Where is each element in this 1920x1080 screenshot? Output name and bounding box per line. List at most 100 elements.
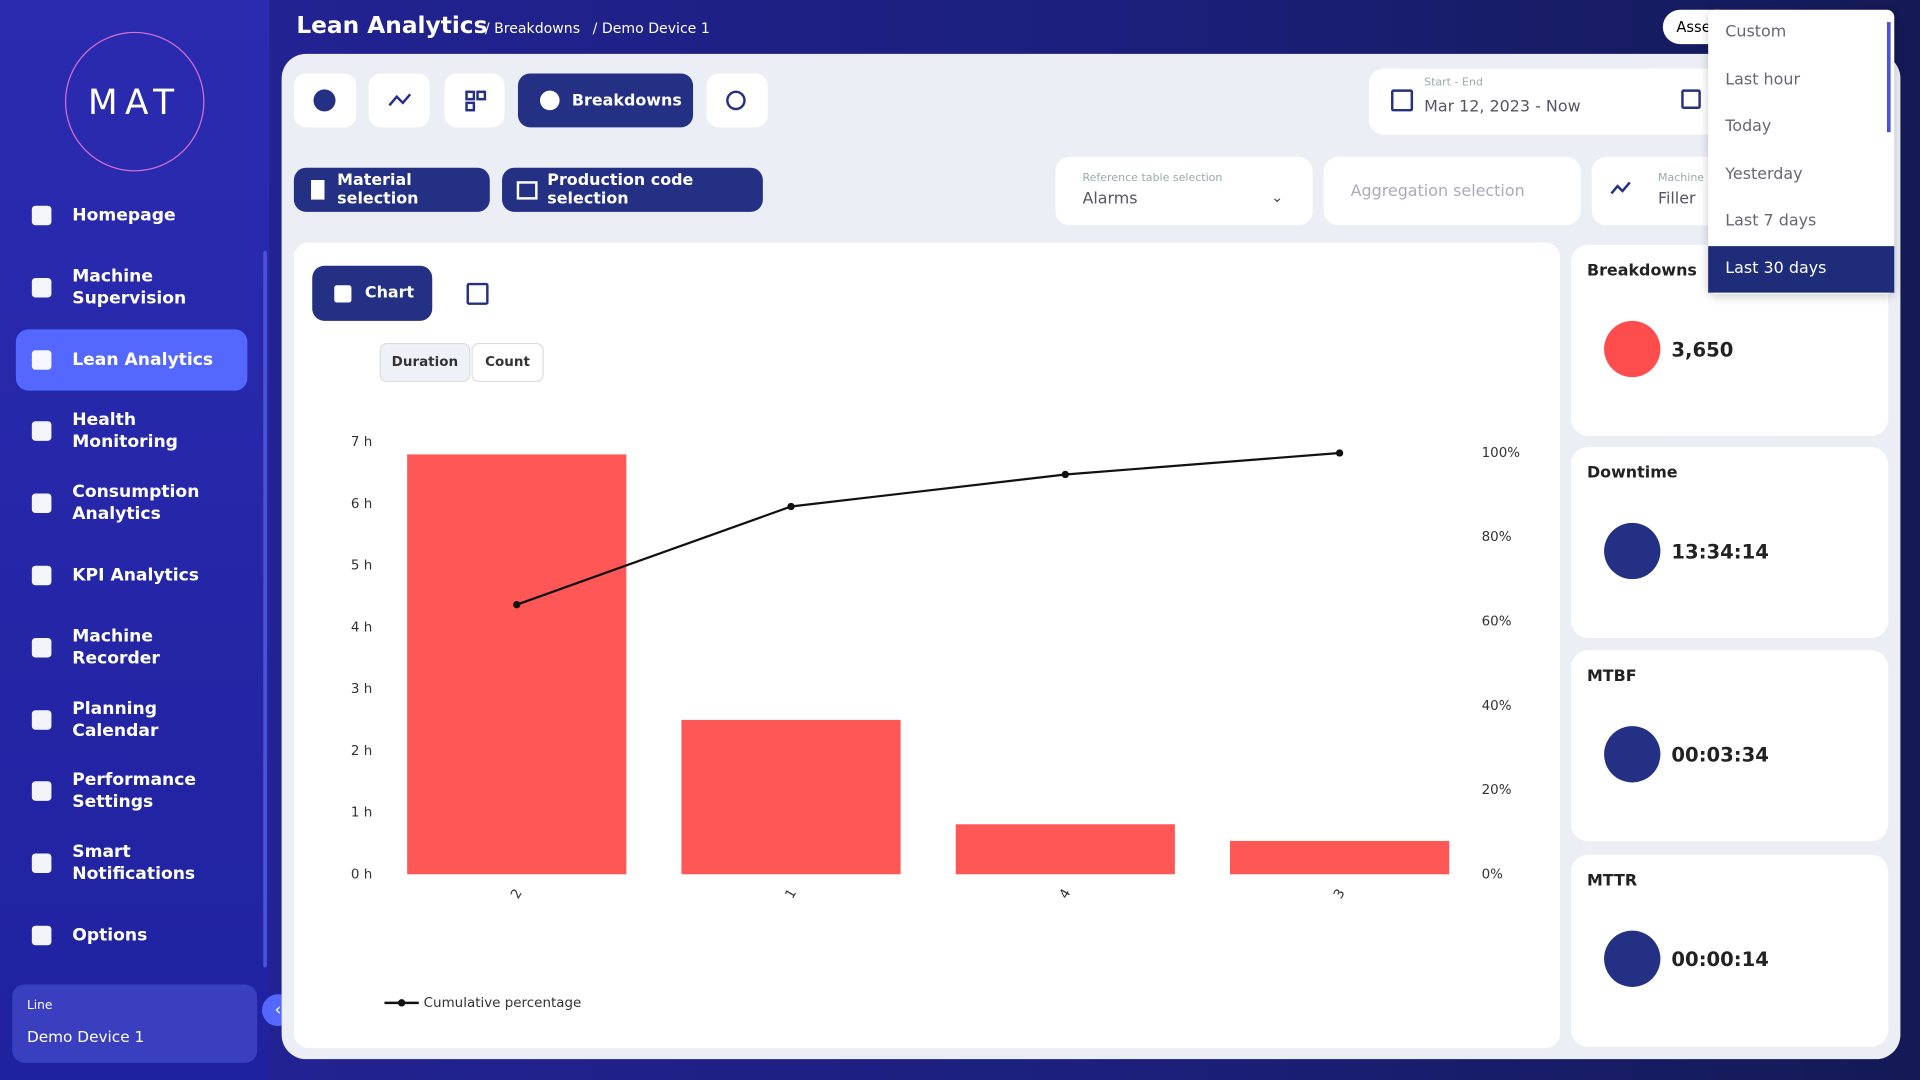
kpi-icon — [1604, 930, 1661, 987]
menu-item[interactable]: Health Monitoring — [16, 400, 247, 461]
icon — [1610, 181, 1631, 195]
date-range[interactable]: Start - End Mar 12, 2023 - Now — [1368, 68, 1725, 135]
bar — [681, 719, 901, 875]
chart: 0 h 1 h 2 h 3 h 4 h 5 h 6 h 7 h 0% 20% 40% 60% 80% 10… — [351, 435, 1520, 1011]
y-tick-label: 7 h — [351, 435, 372, 450]
y2-tick-label: 80% — [1482, 530, 1512, 545]
chart-card: Chart Duration Count 0 h 1 h 2 h 3 h 4 h 5 h 6… — [293, 242, 1560, 1049]
chart-tab[interactable]: Chart — [312, 265, 433, 321]
dropdown-option[interactable]: Last 7 days — [1725, 212, 1817, 231]
trend-tab[interactable] — [368, 73, 430, 128]
line-point — [513, 600, 521, 609]
toggle-duration[interactable]: Duration — [379, 342, 471, 383]
menu-label: KPI Analytics — [72, 565, 199, 586]
line-box[interactable]: Line Demo Device 1 — [12, 984, 258, 1063]
qr-tab[interactable] — [444, 73, 505, 128]
menu-item[interactable]: Smart Notifications — [16, 833, 247, 894]
calendar-icon — [1391, 89, 1414, 112]
menu-item[interactable]: Machine Recorder — [16, 617, 247, 678]
time-dropdown: Custom Last hour Today Yesterday Last 7 days… — [1708, 9, 1895, 294]
menu-label: Consumption Analytics — [72, 482, 200, 525]
menu-icon — [31, 710, 52, 730]
select-value: Filler — [1657, 189, 1696, 209]
scrollbar — [263, 251, 267, 968]
icon — [388, 93, 412, 107]
tab-label: Chart — [364, 284, 415, 303]
breadcrumb[interactable]: / Demo Device 1 — [592, 19, 710, 37]
menu-icon — [31, 925, 52, 946]
aggregation-select[interactable]: Aggregation selection — [1323, 156, 1581, 226]
page-title: Lean Analytics — [296, 12, 488, 40]
menu-item[interactable]: Performance Settings — [16, 760, 247, 821]
kpi-card: Downtime 13:34:14 — [1571, 446, 1889, 638]
pie-tab[interactable] — [293, 73, 357, 128]
other-tab[interactable] — [706, 73, 768, 128]
menu-label: Smart Notifications — [72, 842, 196, 885]
icon — [726, 90, 746, 111]
line-point — [1335, 449, 1344, 457]
menu-icon — [31, 205, 52, 226]
kpi-title: Breakdowns — [1586, 262, 1697, 281]
menu-item[interactable]: Machine Supervision — [16, 257, 247, 318]
kpi-title: MTBF — [1586, 667, 1637, 686]
menu-item[interactable]: KPI Analytics — [16, 545, 247, 606]
y2-tick-label: 0% — [1482, 867, 1504, 882]
menu-label: Planning Calendar — [72, 699, 159, 741]
sidebar: MAT Homepage Machine Supervision Lean Anal… — [0, 0, 270, 1080]
menu-item[interactable]: Consumption Analytics — [16, 473, 247, 534]
menu-item[interactable]: Lean Analytics — [15, 329, 248, 391]
select-label: Reference table selection — [1082, 172, 1223, 185]
dropdown-option[interactable]: Last 30 days — [1708, 246, 1895, 293]
menu-icon — [31, 853, 52, 874]
menu-item[interactable]: Planning Calendar — [16, 689, 247, 750]
production-button[interactable]: Production code selection — [502, 167, 763, 212]
breakdowns-tab[interactable]: Breakdowns — [517, 73, 694, 128]
y-tick-label: 1 h — [351, 806, 372, 821]
kpi-icon — [1604, 726, 1661, 783]
y2-tick-label: 20% — [1482, 783, 1512, 798]
line — [516, 451, 1340, 606]
kpi-card: MTTR 00:00:14 — [1571, 854, 1889, 1047]
material-button[interactable]: Material selection — [293, 167, 490, 212]
date-label: Start - End — [1424, 77, 1483, 90]
y2-tick-label: 40% — [1482, 699, 1512, 714]
x-tick-label: 3 — [1331, 887, 1348, 902]
x-tick-label: 1 — [783, 887, 800, 902]
dropdown-option[interactable]: Today — [1725, 117, 1772, 137]
tab-label: Breakdowns — [571, 91, 682, 110]
bar — [1230, 840, 1450, 875]
legend-label: Cumulative percentage — [424, 996, 582, 1011]
menu-label: Performance Settings — [72, 770, 197, 812]
reference-select[interactable]: Reference table selection Alarms ⌄ — [1055, 156, 1313, 226]
menu-item[interactable]: Options — [16, 905, 247, 966]
y-tick-label: 0 h — [351, 867, 372, 882]
kpi-title: MTTR — [1586, 871, 1638, 891]
y-tick-label: 5 h — [351, 559, 372, 574]
breadcrumb[interactable]: / Breakdowns — [484, 19, 581, 37]
line-value: Demo Device 1 — [26, 1027, 145, 1046]
menu-label: Options — [72, 925, 148, 946]
toggle-count[interactable]: Count — [471, 342, 544, 383]
calendar-icon — [1681, 89, 1701, 109]
scrollbar — [1886, 22, 1891, 133]
kpi-title: Downtime — [1586, 464, 1678, 483]
menu-label: Health Monitoring — [72, 410, 178, 452]
select-label: Machine — [1657, 172, 1705, 185]
menu-icon — [31, 565, 52, 586]
dropdown-option[interactable]: Last hour — [1725, 70, 1800, 89]
kpi-value: 13:34:14 — [1671, 540, 1769, 564]
kpi-card: MTBF 00:03:34 — [1571, 650, 1889, 842]
y2-tick-label: 60% — [1482, 615, 1512, 630]
menu-item[interactable]: Homepage — [16, 185, 247, 246]
kpi-icon — [1604, 522, 1661, 580]
y-tick-label: 6 h — [351, 497, 372, 512]
dropdown-option[interactable]: Yesterday — [1725, 165, 1803, 184]
kpi-value: 00:00:14 — [1671, 947, 1769, 972]
dropdown-option[interactable]: Custom — [1725, 23, 1787, 42]
menu-icon — [31, 277, 52, 298]
table-tab[interactable] — [466, 282, 489, 305]
menu-label: Machine Supervision — [72, 266, 187, 309]
line-point — [787, 502, 795, 511]
